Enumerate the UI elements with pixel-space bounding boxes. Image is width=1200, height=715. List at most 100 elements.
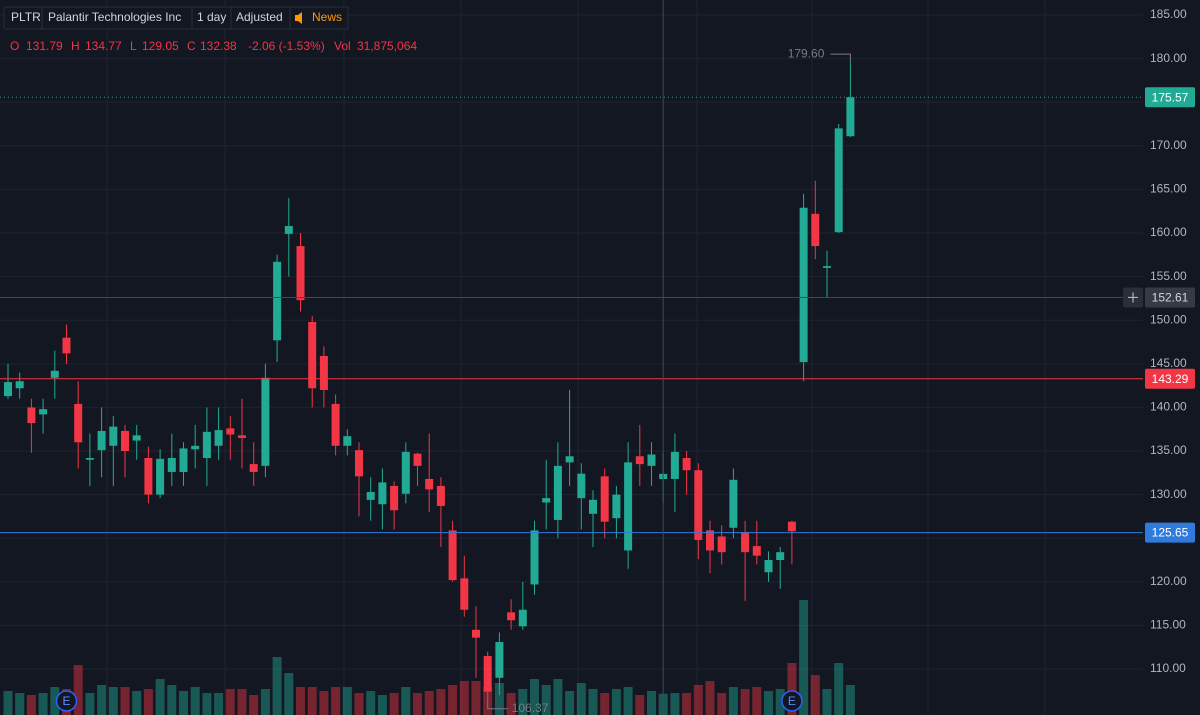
- volume-bar: [50, 687, 60, 715]
- candle-body: [472, 629, 480, 638]
- y-tick-label: 150.00: [1150, 312, 1187, 326]
- volume-bar: [635, 695, 645, 715]
- candle-body: [425, 478, 434, 490]
- interval[interactable]: 1 day: [197, 10, 226, 24]
- y-tick-label: 140.00: [1150, 400, 1187, 414]
- candle-body: [823, 266, 831, 268]
- y-tick-label: 170.00: [1150, 138, 1187, 152]
- grid: [0, 0, 1143, 715]
- candle-body: [121, 430, 129, 452]
- volume-bar: [120, 687, 130, 715]
- volume-bar: [260, 689, 270, 715]
- candle-body: [811, 213, 820, 247]
- volume-bar: [413, 693, 422, 715]
- volume-bar: [249, 695, 259, 715]
- candle-body: [132, 435, 141, 441]
- candle-body: [834, 128, 843, 233]
- volume-bar: [705, 681, 715, 715]
- y-tick-label: 115.00: [1150, 618, 1186, 632]
- ohlc-label: C: [187, 39, 196, 53]
- volume-bar: [494, 683, 504, 715]
- candle-body: [460, 578, 469, 610]
- volume-bar: [471, 681, 481, 715]
- candle-body: [273, 261, 282, 341]
- ohlc-value: 129.05: [142, 39, 179, 53]
- candle-body: [4, 382, 12, 397]
- candle-body: [50, 370, 59, 378]
- adjustment[interactable]: Adjusted: [236, 10, 283, 24]
- header-box[interactable]: [289, 6, 349, 30]
- candle-body: [85, 458, 94, 460]
- volume-bar: [15, 693, 25, 715]
- add-icon: [1128, 292, 1138, 303]
- volume-bar: [764, 691, 773, 715]
- symbol[interactable]: PLTR: [11, 10, 41, 24]
- volume-bar: [190, 687, 200, 715]
- candle-body: [62, 337, 71, 354]
- price-axis: 185.00180.00175.00170.00165.00160.00155.…: [1123, 7, 1195, 675]
- volume-bar: [225, 689, 235, 715]
- candle-body: [530, 530, 539, 585]
- candle-body: [413, 453, 422, 466]
- volume-bar: [822, 689, 832, 715]
- candle-body: [787, 521, 796, 532]
- volume-bar: [97, 685, 107, 715]
- company-name[interactable]: Palantir Technologies Inc: [48, 10, 181, 24]
- volume-bar: [670, 693, 680, 715]
- candle-body: [600, 476, 609, 522]
- candle-body: [764, 560, 773, 573]
- candle-body: [507, 612, 516, 621]
- candle-body: [694, 470, 703, 540]
- candle-body: [226, 428, 235, 435]
- price-badge: [1145, 522, 1195, 543]
- candle-body: [249, 464, 258, 472]
- volume-bar: [424, 691, 434, 715]
- y-tick-label: 165.00: [1150, 182, 1187, 196]
- volume-bar: [26, 695, 36, 715]
- ohlc-value: 132.38: [200, 39, 237, 53]
- header: PLTR Palantir Technologies Inc 1 day Adj…: [3, 6, 417, 53]
- news-icon[interactable]: [295, 12, 302, 24]
- price-badge: [1145, 87, 1195, 108]
- candle-body: [238, 435, 246, 438]
- volume-bar: [565, 691, 575, 715]
- candle-body: [156, 458, 165, 495]
- candle-body: [518, 609, 527, 627]
- candle-body: [565, 456, 574, 463]
- volume-bar: [319, 691, 329, 715]
- y-tick-label: 185.00: [1150, 7, 1187, 21]
- ohlc-value: 134.77: [85, 39, 122, 53]
- volume-bar: [307, 687, 317, 715]
- volume-value: 31,875,064: [357, 39, 417, 53]
- price-badge-label: 152.61: [1152, 291, 1189, 305]
- volume-bar: [553, 679, 563, 715]
- candle-body: [97, 430, 106, 451]
- ohlc-label: L: [130, 39, 137, 53]
- candle-body: [647, 454, 656, 466]
- candle-body: [436, 485, 445, 506]
- candle-body: [495, 642, 504, 678]
- volume-bar: [377, 695, 387, 715]
- candle-body: [191, 445, 200, 450]
- volume-bar: [775, 689, 785, 715]
- volume-bar: [518, 689, 528, 715]
- candle-body: [752, 546, 761, 556]
- candle-body: [729, 479, 738, 528]
- volume-bar: [366, 691, 376, 715]
- candle-body: [448, 530, 457, 581]
- volume-bar: [155, 679, 165, 715]
- volume-bar: [108, 687, 118, 715]
- min-label: 106.37: [512, 701, 549, 715]
- news[interactable]: News: [312, 10, 342, 24]
- volume-bar: [179, 691, 188, 715]
- event-marker: [781, 690, 803, 712]
- volume-bar: [436, 689, 446, 715]
- candle-body: [624, 462, 633, 551]
- candle-body: [589, 499, 597, 514]
- volume-bar: [272, 657, 282, 715]
- price-badge: [1145, 287, 1195, 308]
- ohlc-value: 131.79: [26, 39, 63, 53]
- price-badge-label: 125.65: [1152, 526, 1189, 540]
- volume-bar: [389, 693, 399, 715]
- volume-bar: [600, 693, 610, 715]
